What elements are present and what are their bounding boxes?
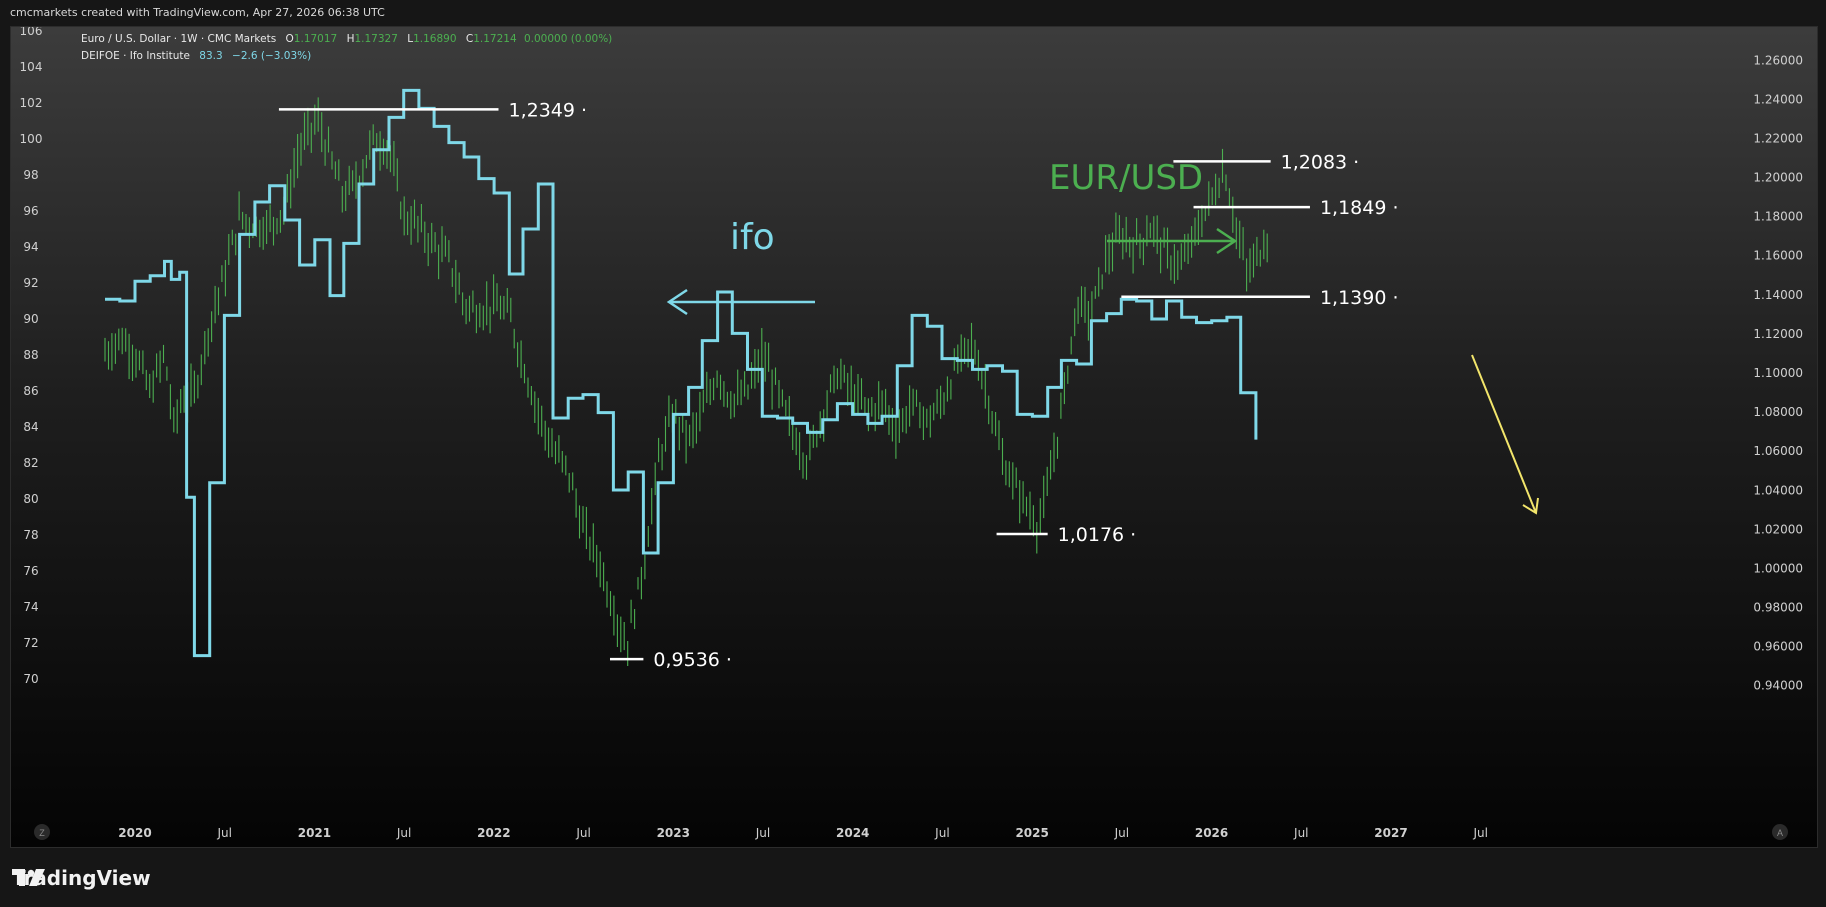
eurusd-arrow bbox=[1107, 227, 1238, 255]
auto-scale-button[interactable]: A bbox=[1772, 824, 1788, 840]
right-axis-tick-label: 0.94000 bbox=[1753, 679, 1803, 693]
right-axis-tick-label: 1.02000 bbox=[1753, 522, 1803, 536]
time-axis-tick-label: Jul bbox=[575, 826, 590, 840]
left-axis-tick-label: 76 bbox=[23, 564, 38, 578]
time-axis-tick-label: 2023 bbox=[657, 826, 690, 840]
time-axis-tick-label: 2027 bbox=[1374, 826, 1407, 840]
eurusd-close: 1.17214 bbox=[473, 33, 517, 45]
left-axis-tick-label: 86 bbox=[23, 384, 38, 398]
zoom-corner-button[interactable]: Z bbox=[34, 824, 50, 840]
time-axis-tick-label: Jul bbox=[755, 826, 770, 840]
time-axis-tick-label: 2026 bbox=[1195, 826, 1228, 840]
tradingview-logo-icon bbox=[12, 869, 45, 886]
eurusd-high: 1.17327 bbox=[354, 33, 397, 45]
svg-text:DEIFOE · Ifo Institute: DEIFOE · Ifo Institute 83.3 −2.6 (−3.03%… bbox=[81, 50, 311, 62]
time-axis-tick-label: Jul bbox=[1472, 826, 1487, 840]
right-axis-tick-label: 0.98000 bbox=[1753, 601, 1803, 615]
chart-attribution: cmcmarkets created with TradingView.com,… bbox=[10, 6, 385, 19]
price-level-label: 0,9536 · bbox=[653, 649, 732, 671]
left-axis-tick-label: 72 bbox=[23, 636, 38, 650]
eurusd-series bbox=[104, 97, 1268, 666]
ifo-annotation: ifo bbox=[730, 217, 775, 258]
left-axis-tick-label: 90 bbox=[23, 312, 38, 326]
eurusd-annotation: EUR/USD bbox=[1049, 158, 1203, 198]
price-level-label: 1,2349 · bbox=[508, 99, 587, 121]
left-axis-tick-label: 106 bbox=[20, 27, 43, 38]
time-axis-tick-label: 2025 bbox=[1015, 826, 1048, 840]
left-axis-tick-label: 100 bbox=[20, 132, 43, 146]
ifo-series-line bbox=[105, 88, 1258, 658]
footer-branding: TradingView bbox=[12, 866, 151, 890]
svg-text:Z: Z bbox=[39, 828, 45, 838]
ifo-change: −2.6 (−3.03%) bbox=[232, 50, 311, 62]
ifo-value: 83.3 bbox=[199, 50, 222, 62]
time-axis: 2020 Jul 2021 Jul 2022 Jul 2023 Jul 2024 Jul 2025 J… bbox=[118, 826, 1488, 840]
right-axis-tick-label: 1.22000 bbox=[1753, 131, 1803, 145]
chart-svg[interactable]: 70 72 74 76 78 80 82 84 86 88 90 92 94 96 98 100 102 104 1… bbox=[11, 27, 1817, 847]
right-axis-tick-label: 1.26000 bbox=[1753, 53, 1803, 67]
left-axis-tick-label: 70 bbox=[23, 672, 38, 686]
price-level-label: 1,0176 · bbox=[1058, 524, 1137, 546]
right-axis-tick-label: 1.18000 bbox=[1753, 210, 1803, 224]
left-axis-tick-label: 98 bbox=[23, 168, 38, 182]
time-axis-tick-label: Jul bbox=[216, 826, 231, 840]
time-axis-tick-label: 2024 bbox=[836, 826, 869, 840]
right-axis-tick-label: 0.96000 bbox=[1753, 640, 1803, 654]
right-axis-tick-label: 1.16000 bbox=[1753, 249, 1803, 263]
right-axis-tick-label: 1.06000 bbox=[1753, 444, 1803, 458]
svg-text:A: A bbox=[1777, 828, 1783, 838]
left-axis-tick-label: 82 bbox=[23, 456, 38, 470]
svg-text:Euro / U.S. Dollar · 1W · CMC: Euro / U.S. Dollar · 1W · CMC Markets O1… bbox=[81, 33, 612, 45]
eurusd-change: 0.00000 (0.00%) bbox=[524, 33, 612, 45]
left-axis-tick-label: 84 bbox=[23, 420, 38, 434]
time-axis-tick-label: Jul bbox=[396, 826, 411, 840]
time-axis-tick-label: Jul bbox=[1293, 826, 1308, 840]
price-level-label: 1,1849 · bbox=[1320, 197, 1399, 219]
eurusd-open: 1.17017 bbox=[294, 33, 337, 45]
left-axis-tick-label: 94 bbox=[23, 240, 38, 254]
time-axis-tick-label: Jul bbox=[934, 826, 949, 840]
right-axis: 0.94000 0.96000 0.98000 1.00000 1.02000 1.040… bbox=[1753, 53, 1803, 692]
eurusd-low: 1.16890 bbox=[413, 33, 456, 45]
right-axis-tick-label: 1.12000 bbox=[1753, 327, 1803, 341]
price-level-label: 1,1390 · bbox=[1320, 287, 1399, 309]
time-axis-tick-label: Jul bbox=[1114, 826, 1129, 840]
left-axis-tick-label: 92 bbox=[23, 276, 38, 290]
down-arrow bbox=[1471, 354, 1539, 515]
right-axis-tick-label: 1.24000 bbox=[1753, 92, 1803, 106]
ifo-arrow bbox=[666, 288, 815, 316]
left-axis-tick-label: 74 bbox=[23, 600, 38, 614]
time-axis-tick-label: 2020 bbox=[118, 826, 151, 840]
left-axis-tick-label: 80 bbox=[23, 492, 38, 506]
left-axis: 70 72 74 76 78 80 82 84 86 88 90 92 94 96 98 100 102 104 1… bbox=[20, 27, 43, 686]
ifo-legend-name: DEIFOE · Ifo Institute bbox=[81, 50, 190, 62]
right-axis-tick-label: 1.14000 bbox=[1753, 288, 1803, 302]
right-axis-tick-label: 1.00000 bbox=[1753, 561, 1803, 575]
time-axis-tick-label: 2021 bbox=[298, 826, 331, 840]
price-level-label: 1,2083 · bbox=[1281, 151, 1360, 173]
right-axis-tick-label: 1.20000 bbox=[1753, 171, 1803, 185]
series-legend: Euro / U.S. Dollar · 1W · CMC Markets O1… bbox=[81, 33, 612, 62]
left-axis-tick-label: 88 bbox=[23, 348, 38, 362]
time-axis-tick-label: 2022 bbox=[477, 826, 510, 840]
right-axis-tick-label: 1.08000 bbox=[1753, 405, 1803, 419]
chart-area[interactable]: 70 72 74 76 78 80 82 84 86 88 90 92 94 96 98 100 102 104 1… bbox=[10, 26, 1818, 848]
left-axis-tick-label: 96 bbox=[23, 204, 38, 218]
left-axis-tick-label: 78 bbox=[23, 528, 38, 542]
right-axis-tick-label: 1.10000 bbox=[1753, 366, 1803, 380]
left-axis-tick-label: 104 bbox=[20, 60, 43, 74]
price-levels: 1,2349 · 1,2083 · 1,1849 · 1,1390 · 1,0176 ·… bbox=[278, 99, 1399, 671]
right-axis-tick-label: 1.04000 bbox=[1753, 483, 1803, 497]
left-axis-tick-label: 102 bbox=[20, 96, 43, 110]
eurusd-legend-name: Euro / U.S. Dollar · 1W · CMC Markets bbox=[81, 33, 276, 45]
